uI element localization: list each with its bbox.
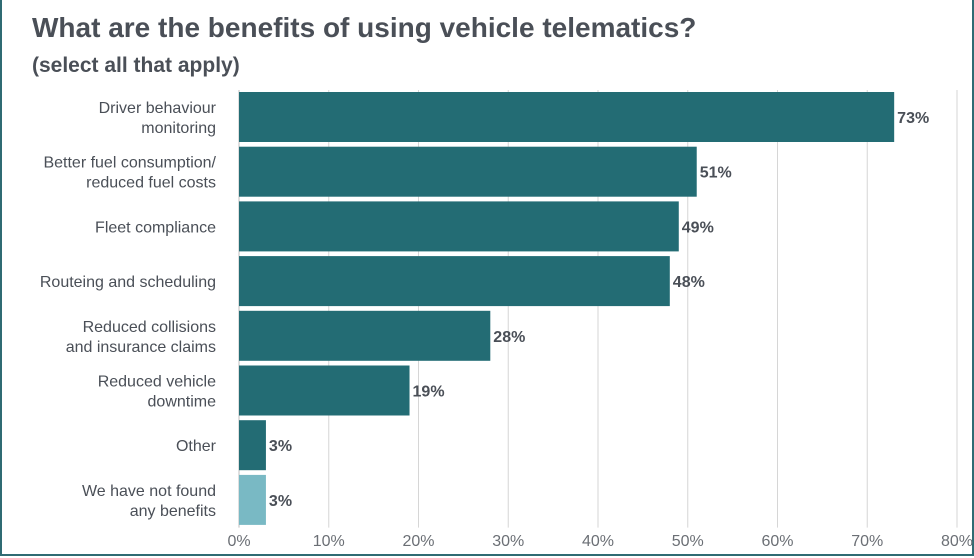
category-label: We have not found any benefits (82, 483, 216, 520)
category-label-line: monitoring (141, 120, 216, 137)
bar (239, 256, 670, 307)
category-label-line: Better fuel consumption/ (43, 155, 216, 172)
data-label: 3% (269, 493, 292, 510)
bar (239, 146, 697, 197)
bar (239, 310, 491, 361)
category-label-line: Routeing and scheduling (40, 274, 216, 291)
x-tick-label: 10% (313, 533, 345, 550)
category-label-line: Driver behaviour (99, 100, 217, 117)
data-label: 48% (673, 274, 705, 291)
category-label: Routeing and scheduling (40, 274, 216, 291)
category-label-line: downtime (148, 394, 217, 411)
bar (239, 365, 410, 416)
data-label: 19% (413, 384, 445, 401)
category-label-line: Other (176, 438, 217, 455)
x-tick-label: 70% (851, 533, 883, 550)
category-label-line: Reduced collisions (83, 319, 216, 336)
bar (239, 420, 266, 471)
category-label-line: Fleet compliance (95, 219, 216, 236)
category-label: Better fuel consumption/reduced fuel cos… (43, 155, 216, 192)
data-label: 51% (700, 165, 732, 182)
category-label-line: reduced fuel costs (86, 175, 216, 192)
x-tick-label: 30% (492, 533, 524, 550)
category-label-line: Reduced vehicle (98, 374, 216, 391)
x-tick-label: 20% (402, 533, 434, 550)
x-tick-label: 60% (761, 533, 793, 550)
category-label: Reduced collisions and insurance claims (66, 319, 216, 356)
chart-subtitle: (select all that apply) (32, 54, 240, 77)
data-label: 49% (682, 219, 714, 236)
category-label-line: We have not found (82, 483, 216, 500)
category-label: Fleet compliance (95, 219, 216, 236)
category-label: Driver behaviour monitoring (99, 100, 217, 137)
x-tick-label: 50% (672, 533, 704, 550)
bar (239, 201, 679, 252)
category-label: Other (176, 438, 217, 455)
bar (239, 474, 266, 525)
x-tick-label: 80% (941, 533, 973, 550)
bar (239, 92, 895, 142)
category-label-line: and insurance claims (66, 339, 216, 356)
x-tick-label: 0% (227, 533, 250, 550)
data-label: 28% (493, 329, 525, 346)
x-tick-label: 40% (582, 533, 614, 550)
category-label-line: any benefits (130, 503, 216, 520)
data-label: 3% (269, 438, 292, 455)
data-label: 73% (897, 110, 929, 127)
chart-title: What are the benefits of using vehicle t… (32, 12, 697, 43)
category-label: Reduced vehicle downtime (98, 374, 216, 411)
